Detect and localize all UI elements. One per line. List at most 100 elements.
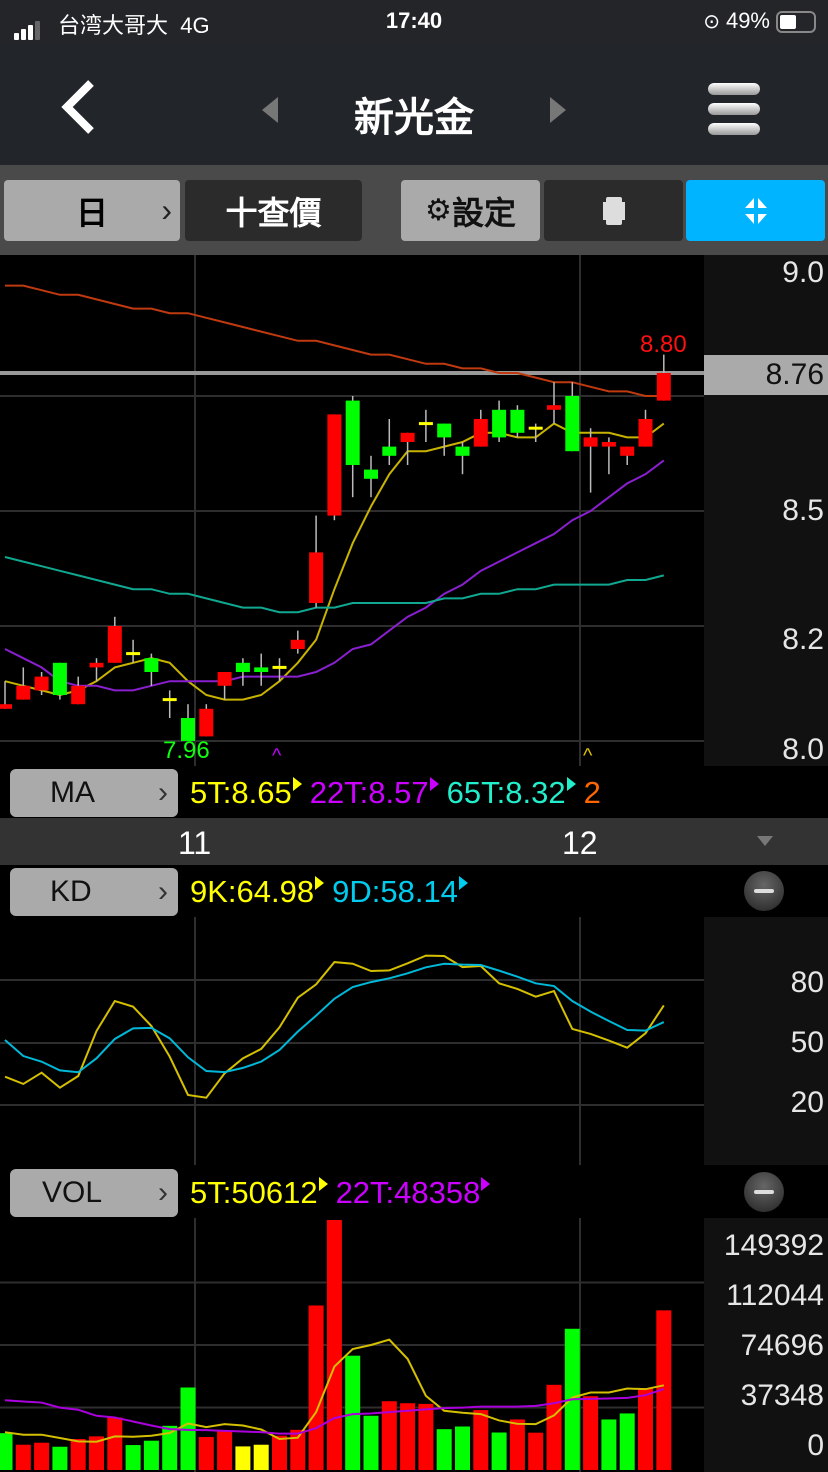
volume-bar [235, 1446, 251, 1470]
volume-bar [308, 1305, 324, 1470]
candle-body [0, 704, 12, 709]
legend-value: 22T:48358 [336, 1175, 491, 1210]
period-button[interactable]: 日 › [4, 180, 180, 241]
chevron-right-icon: › [158, 776, 168, 809]
volume-bar [34, 1442, 50, 1470]
kd-chart [0, 917, 704, 1165]
high-price-label: 8.80 [640, 331, 687, 358]
candle-body [583, 437, 598, 447]
candle-body [162, 698, 177, 702]
candle-body [144, 658, 159, 672]
volume-bar [345, 1355, 361, 1470]
marker-caret: ^ [583, 745, 593, 767]
volume-chart-panel[interactable]: 149392 112044 74696 37348 0 [0, 1218, 828, 1472]
volume-bar [601, 1419, 617, 1470]
ma-legend: MA › 5T:8.65 22T:8.57 65T:8.32 2 [0, 766, 828, 818]
candle-body [126, 652, 141, 656]
trend-flag-icon [458, 876, 468, 890]
carrier-name: 台湾大哥大 [58, 13, 169, 38]
kd-legend: KD › 9K:64.98 9D:58.14 [0, 865, 828, 917]
kd-button-label: KD [50, 875, 92, 908]
volume-bar [583, 1396, 599, 1470]
carrier: 台湾大哥大 4G [58, 8, 210, 40]
date-label: 12 [562, 825, 598, 861]
kd-button[interactable]: KD › [10, 868, 178, 916]
remove-kd-button[interactable] [744, 871, 784, 911]
vol-button[interactable]: VOL › [10, 1169, 178, 1217]
candle-body [400, 432, 415, 442]
volume-bar [509, 1419, 525, 1470]
ma-line-2 [5, 284, 664, 397]
legend-value: 2 [584, 775, 601, 810]
volume-bar [162, 1425, 178, 1470]
volume-bar [455, 1426, 470, 1470]
ma-line-22T [4, 459, 665, 692]
current-price-box: 8.76 [704, 355, 828, 395]
candle-body [16, 685, 31, 700]
volume-bar [638, 1388, 653, 1470]
quote-button[interactable]: 十查價 [185, 180, 362, 241]
hamburger-icon [708, 83, 760, 135]
kd-chart-panel[interactable]: 80 50 20 [0, 917, 828, 1165]
volume-bar [89, 1436, 104, 1470]
volume-bar [272, 1435, 287, 1470]
candle-body [656, 373, 671, 401]
candle-body [382, 446, 397, 456]
signal-icon [14, 14, 42, 40]
rotate-screen-icon [605, 196, 622, 225]
next-stock-button[interactable] [550, 97, 566, 123]
price-tick: 8.2 [782, 623, 824, 656]
remove-vol-button[interactable] [744, 1172, 784, 1212]
candle-body [345, 400, 360, 465]
volume-axis: 149392 112044 74696 37348 0 [704, 1218, 828, 1472]
back-button[interactable] [55, 75, 105, 135]
candle-body [437, 423, 452, 438]
rotation-lock-icon: ⊙ [703, 10, 720, 33]
marker-caret: ^ [272, 745, 282, 767]
candle-body [52, 662, 67, 695]
status-bar: 台湾大哥大 4G 17:40 ⊙ 49% [0, 0, 828, 45]
rotate-button[interactable] [544, 180, 683, 241]
ma-line-65T [4, 556, 665, 614]
volume-bar [125, 1445, 141, 1470]
price-tick: 9.0 [782, 256, 824, 289]
candle-body [254, 667, 269, 672]
price-axis: 9.0 8.5 8.2 8.0 8.76 [704, 255, 828, 768]
ma-button-label: MA [50, 776, 95, 809]
legend-text: 5T:50612 [190, 1175, 318, 1210]
trend-flag-icon [481, 1177, 491, 1191]
battery: ⊙ 49% [703, 8, 770, 34]
legend-value: 9D:58.14 [332, 874, 468, 909]
date-axis: 11 12 [0, 818, 828, 865]
legend-text: 65T:8.32 [446, 775, 566, 810]
candle-body [528, 426, 543, 430]
candlestick-chart [0, 255, 704, 768]
legend-text: 5T:8.65 [190, 775, 292, 810]
kd-tick: 80 [790, 966, 824, 999]
volume-bar [528, 1432, 544, 1470]
volume-bar [546, 1384, 562, 1470]
network-type: 4G [180, 13, 210, 38]
price-chart-panel[interactable]: 9.0 8.5 8.2 8.0 8.76 8.80 7.96 ^ ^ [0, 255, 828, 768]
collapse-button[interactable] [686, 180, 825, 241]
toolbar: 日 › 十查價 ⚙ 設定 [0, 165, 828, 255]
volume-bar [290, 1429, 306, 1470]
volume-ma-5T [4, 1338, 665, 1443]
trend-flag-icon [318, 1177, 328, 1191]
volume-bar [491, 1432, 507, 1470]
settings-button[interactable]: ⚙ 設定 [401, 180, 540, 241]
kd-line-9D [4, 962, 665, 1074]
candle-body [71, 685, 86, 705]
scroll-down-icon[interactable] [757, 836, 773, 846]
ma-button[interactable]: MA › [10, 769, 178, 817]
prev-stock-button[interactable] [262, 97, 278, 123]
date-label: 11 [178, 825, 212, 861]
candle-body [181, 718, 195, 741]
candle-body [418, 422, 433, 426]
menu-button[interactable] [708, 83, 760, 135]
volume-bar [52, 1446, 68, 1470]
volume-bar [70, 1439, 86, 1470]
legend-value: 5T:8.65 [190, 775, 302, 810]
battery-percent: 49% [725, 8, 770, 33]
candle-body [272, 665, 287, 669]
